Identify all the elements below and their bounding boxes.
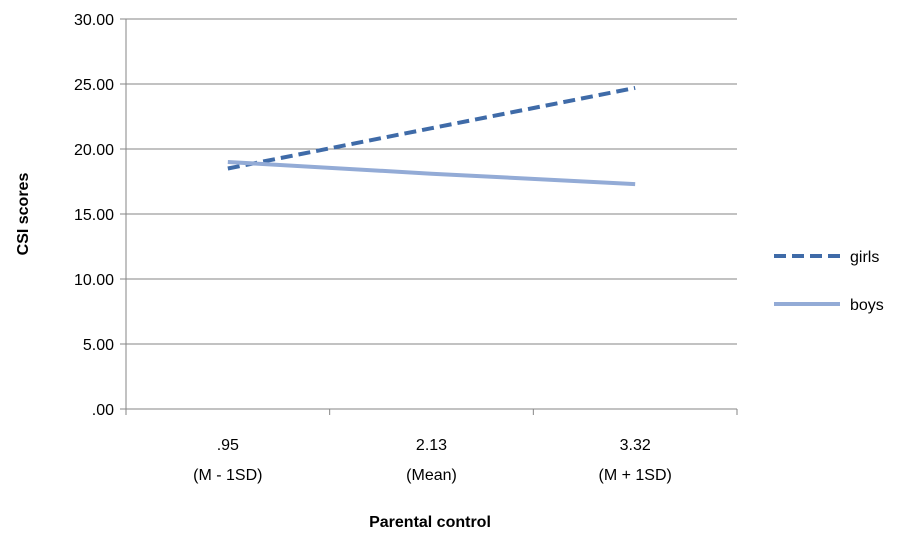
- y-tick-label: 15.00: [74, 207, 114, 224]
- y-tick-label: 25.00: [74, 77, 114, 94]
- y-tick-label: 30.00: [74, 12, 114, 29]
- series-line-boys: [227, 160, 636, 187]
- x-tick-sublabel: (Mean): [406, 467, 457, 484]
- x-tick-label: 3.32: [620, 437, 651, 454]
- y-tick-labels: .00 5.00 10.00 15.00 20.00 25.00 30.00: [74, 12, 114, 419]
- y-tick-label: 5.00: [83, 337, 114, 354]
- y-tick-label: 10.00: [74, 272, 114, 289]
- series-line-girls: [227, 85, 636, 171]
- legend-label-boys: boys: [850, 297, 884, 314]
- y-axis-title: CSI scores: [15, 173, 32, 256]
- series-lines: [227, 85, 636, 187]
- x-tick-label: .95: [217, 437, 239, 454]
- x-tick-sublabel: (M + 1SD): [598, 467, 671, 484]
- y-tick-label: .00: [92, 402, 114, 419]
- legend: girls boys: [774, 249, 884, 314]
- gridlines: [126, 18, 737, 345]
- legend-label-girls: girls: [850, 249, 879, 266]
- y-tick-label: 20.00: [74, 142, 114, 159]
- x-tick-label: 2.13: [416, 437, 447, 454]
- x-axis-title: Parental control: [369, 514, 491, 531]
- axes: [120, 18, 738, 415]
- x-tick-labels: .95 (M - 1SD) 2.13 (Mean) 3.32 (M + 1SD): [193, 437, 672, 484]
- x-tick-sublabel: (M - 1SD): [193, 467, 262, 484]
